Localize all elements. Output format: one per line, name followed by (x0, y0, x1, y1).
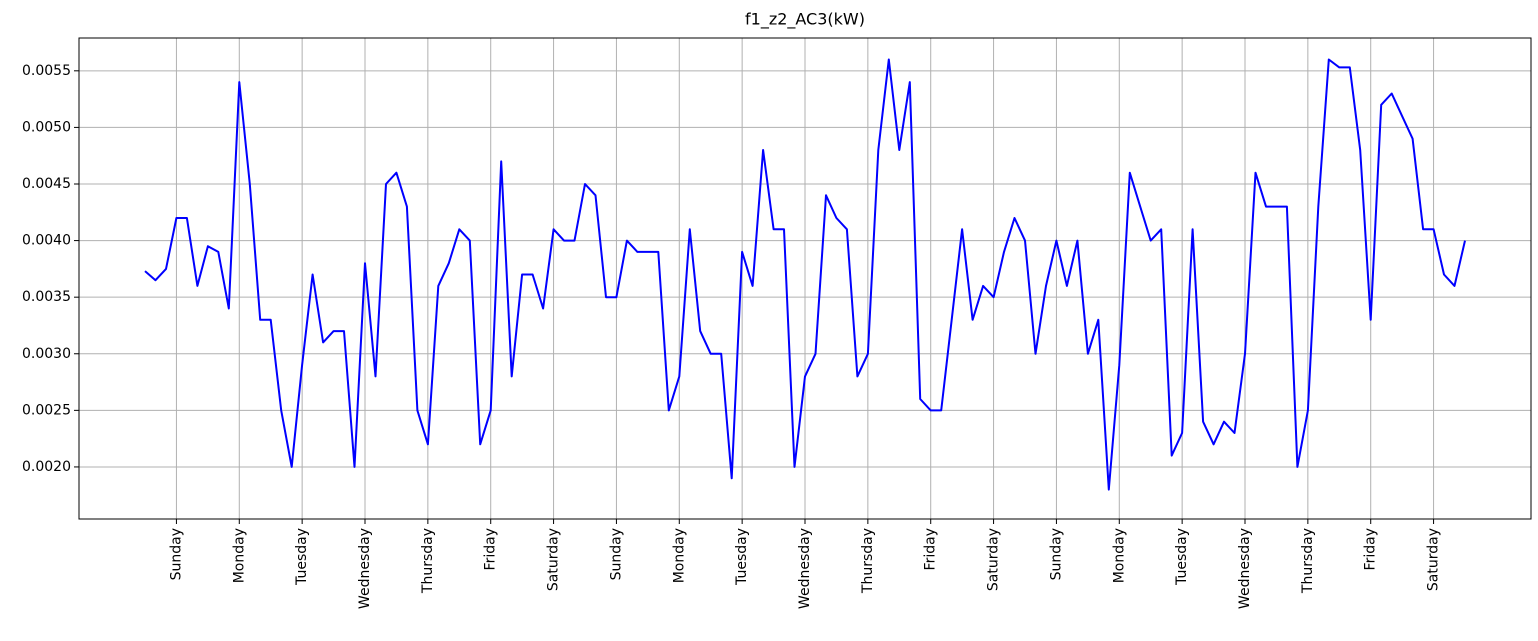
chart-title: f1_z2_AC3(kW) (745, 10, 865, 30)
x-tick-label: Sunday (1048, 528, 1064, 580)
x-tick-label: Friday (923, 528, 939, 570)
x-tick-label: Wednesday (357, 528, 373, 609)
x-tick-label: Thursday (420, 528, 436, 594)
y-tick-label: 0.0035 (22, 289, 71, 305)
plot-frame (78, 37, 1532, 520)
x-tick-label: Friday (1363, 528, 1379, 570)
x-tick-label: Saturday (546, 528, 562, 591)
y-tick-label: 0.0020 (22, 459, 71, 475)
x-tick-label: Sunday (168, 528, 184, 580)
x-tick-label: Wednesday (1237, 528, 1253, 609)
y-tick-label: 0.0040 (22, 233, 71, 249)
x-tick-label: Monday (231, 528, 247, 583)
data-line (144, 58, 1466, 491)
x-tick-label: Tuesday (294, 528, 310, 586)
y-tick-label: 0.0050 (22, 119, 71, 135)
x-tick-label: Friday (483, 528, 499, 570)
y-tick-label: 0.0025 (22, 402, 71, 418)
y-tick-label: 0.0055 (22, 63, 71, 79)
x-tick-label: Monday (1111, 528, 1127, 583)
x-tick-label: Tuesday (734, 528, 750, 586)
x-tick-label: Thursday (860, 528, 876, 594)
x-tick-label: Saturday (986, 528, 1002, 591)
x-tick-label: Wednesday (797, 528, 813, 609)
x-tick-label: Tuesday (1174, 528, 1190, 586)
x-tick-label: Saturday (1426, 528, 1442, 591)
y-tick-label: 0.0045 (22, 176, 71, 192)
x-tick-label: Thursday (1300, 528, 1316, 594)
x-tick-label: Monday (671, 528, 687, 583)
x-tick-label: Sunday (608, 528, 624, 580)
y-tick-label: 0.0030 (22, 346, 71, 362)
